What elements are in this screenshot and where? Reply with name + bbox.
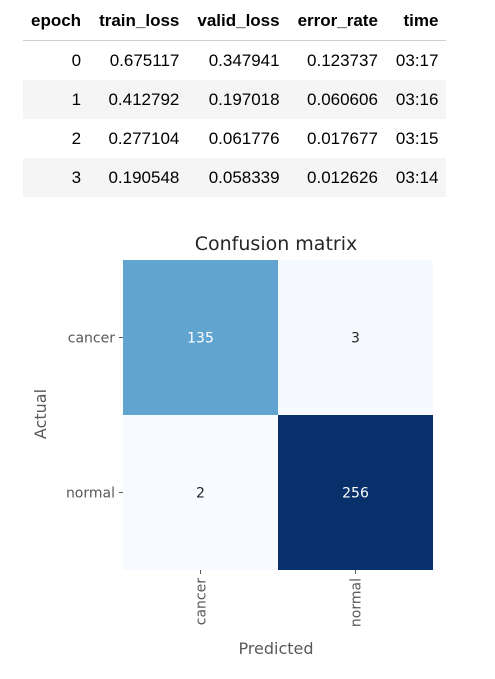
training-results-table: epoch train_loss valid_loss error_rate t… xyxy=(23,2,447,197)
table-row: 2 0.277104 0.061776 0.017677 03:15 xyxy=(23,119,446,158)
table-header-row: epoch train_loss valid_loss error_rate t… xyxy=(23,2,447,41)
cell-time: 03:14 xyxy=(386,158,447,197)
cell-epoch: 3 xyxy=(23,158,91,197)
y-tick-label: normal xyxy=(66,486,115,502)
cell-valid-loss: 0.061776 xyxy=(208,128,280,148)
x-axis-label: Predicted xyxy=(238,639,313,658)
cell-value-label: 256 xyxy=(342,486,369,502)
table-row: 0 0.675117 0.347941 0.123737 03:17 xyxy=(23,41,446,81)
column-header-time: time xyxy=(386,2,447,41)
cell-time: 03:17 xyxy=(395,50,439,70)
cell-value-label: 2 xyxy=(196,486,205,502)
heatmap-cell-cancer-normal xyxy=(278,260,433,415)
cell-valid-loss: 0.347941 xyxy=(208,50,280,70)
column-header-valid-loss: valid_loss xyxy=(188,2,289,41)
axis-ticks: cancer normal cancer normal xyxy=(66,331,365,628)
column-header-epoch: epoch xyxy=(23,2,91,41)
heatmap-cell-normal-normal xyxy=(278,415,433,570)
column-header-train-loss: train_loss xyxy=(90,2,189,41)
cell-error-rate: 0.060606 xyxy=(288,80,387,119)
cell-train-loss: 0.190548 xyxy=(90,158,189,197)
y-tick-label: cancer xyxy=(68,331,115,347)
heatmap-cell-normal-cancer xyxy=(123,415,278,570)
table-row: 3 0.190548 0.058339 0.012626 03:14 xyxy=(23,158,447,197)
x-tick-label: normal xyxy=(349,578,365,627)
cell-valid-loss: 0.197018 xyxy=(188,80,289,119)
cell-value-label: 135 xyxy=(187,331,214,347)
cell-time: 03:16 xyxy=(386,80,447,119)
heatmap-cells: 135 3 2 256 xyxy=(123,260,433,570)
cell-train-loss: 0.412792 xyxy=(90,80,189,119)
cell-epoch: 1 xyxy=(23,80,91,119)
cell-error-rate: 0.012626 xyxy=(288,158,387,197)
cell-valid-loss: 0.058339 xyxy=(188,158,289,197)
cell-error-rate: 0.123737 xyxy=(307,50,378,70)
table-row: 1 0.412792 0.197018 0.060606 03:16 xyxy=(23,80,447,119)
cell-train-loss: 0.277104 xyxy=(108,128,180,148)
cell-value-label: 3 xyxy=(351,331,360,347)
cell-error-rate: 0.017677 xyxy=(307,128,378,148)
y-axis-label: Actual xyxy=(31,389,50,439)
cell-train-loss: 0.675117 xyxy=(109,50,180,70)
confusion-matrix-chart: Confusion matrix 135 32 256 cancernormalca… xyxy=(31,233,433,658)
column-header-error-rate: error_rate xyxy=(288,2,387,41)
x-tick-label: cancer xyxy=(194,578,210,625)
heatmap-cell-cancer-cancer xyxy=(123,260,278,415)
chart-title: Confusion matrix xyxy=(195,233,357,255)
cell-epoch: 2 xyxy=(71,128,82,148)
cell-time: 03:15 xyxy=(395,128,439,148)
cell-epoch: 0 xyxy=(71,50,82,70)
